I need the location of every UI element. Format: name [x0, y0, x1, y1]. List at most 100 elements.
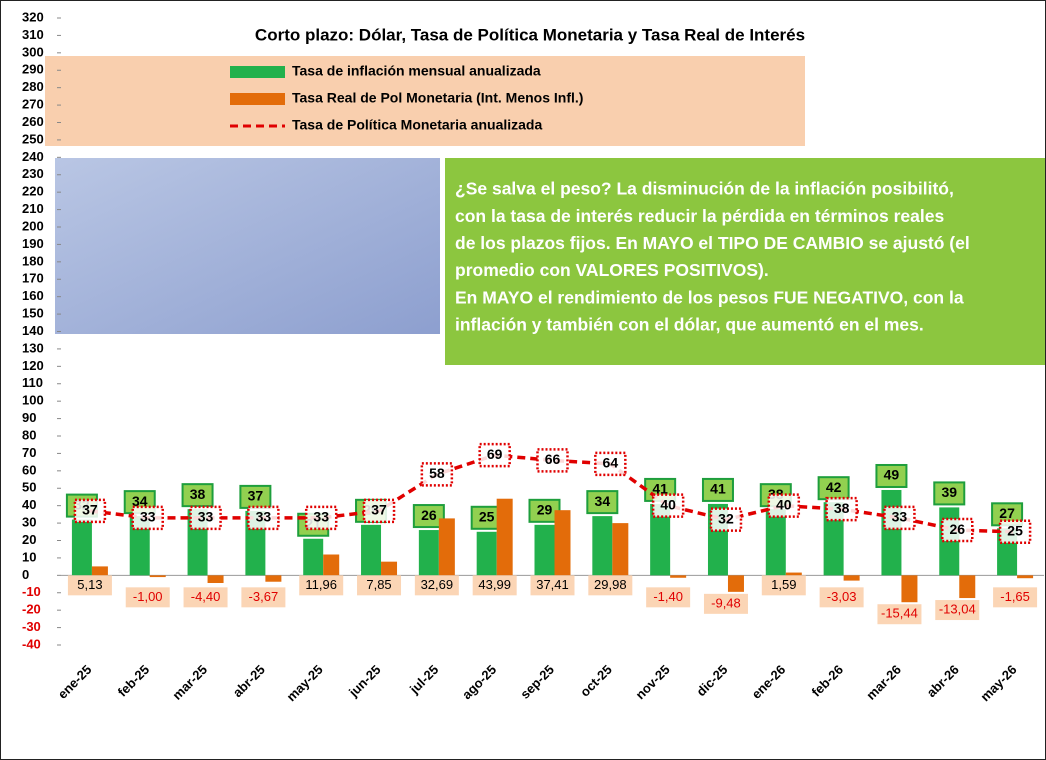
value-label: 5,13: [77, 577, 102, 592]
annotation-line: inflación y también con el dólar, que au…: [455, 315, 924, 335]
y-tick-label: -20: [22, 602, 41, 617]
legend-label: Tasa de inflación mensual anualizada: [292, 63, 541, 79]
value-label: 38: [190, 486, 206, 502]
y-tick-label: 120: [22, 358, 44, 373]
y-tick-label: -30: [22, 619, 41, 634]
bar: [92, 566, 108, 575]
bar: [150, 575, 166, 577]
y-tick-label: 150: [22, 306, 44, 321]
y-tick-label: 270: [22, 97, 44, 112]
value-label: 33: [313, 509, 329, 525]
y-tick-label: 280: [22, 79, 44, 94]
value-label: 33: [256, 509, 272, 525]
bar: [959, 575, 975, 598]
bar: [728, 575, 744, 592]
value-label: 37: [82, 502, 98, 518]
y-tick-label: 50: [22, 480, 36, 495]
value-label: -3,67: [249, 589, 279, 604]
value-label: -4,40: [191, 589, 221, 604]
annotation-line: con la tasa de interés reducir la pérdid…: [455, 206, 944, 226]
bar: [612, 523, 628, 575]
chart: Corto plazo: Dólar, Tasa de Política Mon…: [0, 0, 1046, 760]
bar: [477, 532, 497, 576]
value-label: 66: [545, 451, 561, 467]
value-label: 39: [941, 484, 957, 500]
y-tick-label: 100: [22, 393, 44, 408]
annotation-line: promedio con VALORES POSITIVOS).: [455, 260, 769, 280]
y-tick-label: -40: [22, 636, 41, 651]
value-label: 27: [999, 505, 1015, 521]
y-tick-label: 60: [22, 462, 36, 477]
y-tick-label: 320: [22, 9, 44, 24]
bar: [1017, 575, 1033, 578]
bar: [901, 575, 917, 602]
value-label: -1,00: [133, 589, 163, 604]
value-label: 40: [776, 496, 792, 512]
bar: [881, 490, 901, 575]
value-label: 58: [429, 465, 445, 481]
value-label: 49: [884, 467, 900, 483]
bar: [72, 520, 92, 576]
y-tick-label: 40: [22, 497, 36, 512]
y-tick-label: 90: [22, 410, 36, 425]
y-tick-label: 240: [22, 149, 44, 164]
y-tick-label: 230: [22, 166, 44, 181]
value-label: 32,69: [421, 577, 454, 592]
value-label: 26: [421, 507, 437, 523]
annotation-line: de los plazos fijos. En MAYO el TIPO DE …: [455, 233, 970, 253]
bar: [592, 516, 612, 575]
y-tick-label: 200: [22, 218, 44, 233]
value-label: 32: [718, 510, 734, 526]
value-label: -15,44: [881, 606, 918, 621]
annotation-line: En MAYO el rendimiento de los pesos FUE …: [455, 287, 964, 307]
y-tick-label: 180: [22, 253, 44, 268]
value-label: 34: [595, 493, 611, 509]
value-label: 38: [834, 500, 850, 516]
bar: [555, 510, 571, 575]
value-label: 42: [826, 479, 842, 495]
chart-title: Corto plazo: Dólar, Tasa de Política Mon…: [255, 25, 805, 44]
annotation-line: ¿Se salva el peso? La disminución de la …: [455, 179, 954, 199]
y-tick-label: 20: [22, 532, 36, 547]
y-tick-label: 210: [22, 201, 44, 216]
y-tick-label: 70: [22, 445, 36, 460]
value-label: 37,41: [536, 577, 569, 592]
bar: [303, 539, 323, 576]
bar: [766, 509, 786, 575]
bar: [381, 562, 397, 576]
bar: [786, 573, 802, 576]
value-label: 25: [479, 508, 495, 524]
bar: [323, 555, 339, 576]
y-tick-label: 220: [22, 184, 44, 199]
y-tick-label: 130: [22, 340, 44, 355]
picture: [55, 158, 440, 334]
legend-swatch: [230, 93, 285, 105]
y-tick-label: 80: [22, 427, 36, 442]
bar: [419, 530, 439, 575]
bar: [361, 525, 381, 576]
value-label: 29: [537, 502, 553, 518]
value-label: -1,65: [1000, 589, 1030, 604]
y-tick-label: 0: [22, 567, 29, 582]
value-label: -1,40: [653, 589, 683, 604]
y-tick-label: 170: [22, 271, 44, 286]
value-label: -13,04: [939, 601, 976, 616]
bar: [439, 518, 455, 575]
bar: [844, 575, 860, 580]
value-label: 1,59: [771, 577, 796, 592]
value-label: 25: [1007, 522, 1023, 538]
value-label: 7,85: [366, 577, 391, 592]
y-tick-label: 190: [22, 236, 44, 251]
bar: [497, 499, 513, 576]
value-label: 33: [892, 509, 908, 525]
y-tick-label: 160: [22, 288, 44, 303]
bar: [535, 525, 555, 576]
value-label: 33: [198, 509, 214, 525]
y-tick-label: 300: [22, 44, 44, 59]
value-label: 26: [949, 521, 965, 537]
value-label: 40: [660, 496, 676, 512]
y-tick-label: 310: [22, 27, 44, 42]
value-label: 29,98: [594, 577, 627, 592]
value-label: 37: [371, 502, 387, 518]
bar: [265, 575, 281, 581]
